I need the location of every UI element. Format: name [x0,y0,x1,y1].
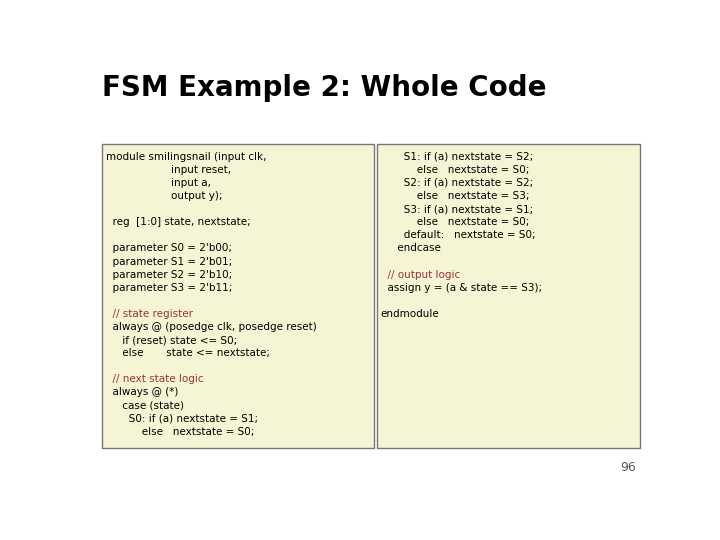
Text: else   nextstate = S0;: else nextstate = S0; [381,165,529,175]
FancyBboxPatch shape [102,144,374,448]
Text: if (reset) state <= S0;: if (reset) state <= S0; [106,335,237,345]
Text: S3: if (a) nextstate = S1;: S3: if (a) nextstate = S1; [381,204,533,214]
Text: parameter S1 = 2'b01;: parameter S1 = 2'b01; [106,256,232,267]
Text: input reset,: input reset, [106,165,230,175]
Text: endcase: endcase [381,244,441,253]
Text: reg  [1:0] state, nextstate;: reg [1:0] state, nextstate; [106,217,251,227]
Text: endmodule: endmodule [381,309,439,319]
Text: S0: if (a) nextstate = S1;: S0: if (a) nextstate = S1; [106,414,258,423]
Text: else       state <= nextstate;: else state <= nextstate; [106,348,269,358]
Text: S1: if (a) nextstate = S2;: S1: if (a) nextstate = S2; [381,152,533,162]
Text: parameter S3 = 2'b11;: parameter S3 = 2'b11; [106,283,232,293]
Text: 96: 96 [621,462,636,475]
Text: else   nextstate = S3;: else nextstate = S3; [381,191,529,201]
Text: parameter S2 = 2'b10;: parameter S2 = 2'b10; [106,269,232,280]
Text: S2: if (a) nextstate = S2;: S2: if (a) nextstate = S2; [381,178,533,188]
Text: // state register: // state register [106,309,192,319]
Text: input a,: input a, [106,178,210,188]
Text: module smilingsnail (input clk,: module smilingsnail (input clk, [106,152,266,162]
Text: else   nextstate = S0;: else nextstate = S0; [106,427,254,437]
Text: default:   nextstate = S0;: default: nextstate = S0; [381,231,535,240]
Text: output y);: output y); [106,191,222,201]
Text: always @ (posedge clk, posedge reset): always @ (posedge clk, posedge reset) [106,322,316,332]
FancyBboxPatch shape [377,144,640,448]
Text: case (state): case (state) [106,401,184,410]
Text: // output logic: // output logic [381,269,460,280]
Text: else   nextstate = S0;: else nextstate = S0; [381,217,529,227]
Text: assign y = (a & state == S3);: assign y = (a & state == S3); [381,283,541,293]
Text: parameter S0 = 2'b00;: parameter S0 = 2'b00; [106,244,232,253]
Text: always @ (*): always @ (*) [106,387,178,397]
Text: // next state logic: // next state logic [106,374,203,384]
Text: FSM Example 2: Whole Code: FSM Example 2: Whole Code [102,74,546,102]
